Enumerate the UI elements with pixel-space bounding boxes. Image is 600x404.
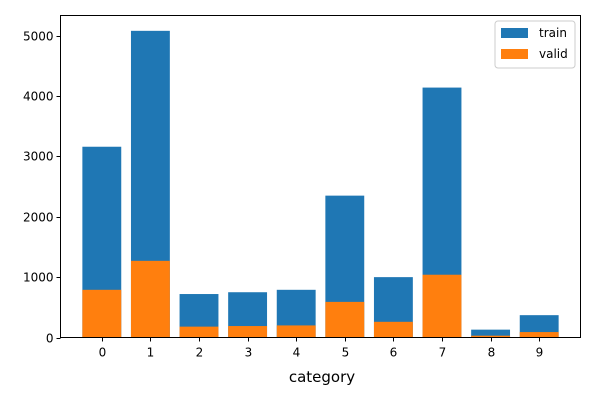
- x-tick-label: 5: [342, 346, 350, 360]
- legend-items: train valid: [501, 26, 568, 61]
- axes-layer: [60, 15, 581, 338]
- bar-valid-2: [179, 326, 219, 338]
- y-tick-label: 3000: [23, 150, 54, 164]
- y-tick-label: 4000: [23, 90, 54, 104]
- y-tick-label: 0: [46, 332, 54, 346]
- legend-label-valid: valid: [539, 47, 568, 61]
- x-tick-label: 4: [293, 346, 301, 360]
- x-axis-label: category: [289, 368, 355, 386]
- bar-valid-1: [130, 260, 170, 338]
- x-tick-label: 9: [536, 346, 544, 360]
- x-tick-label: 1: [147, 346, 155, 360]
- bar-train-9: [519, 315, 559, 338]
- legend-swatch-train: [501, 28, 528, 38]
- bars-layer: [82, 30, 559, 338]
- legend: train valid: [494, 20, 576, 69]
- legend-label-train: train: [539, 26, 567, 40]
- x-tick-label: 0: [99, 346, 107, 360]
- x-tick-label: 3: [245, 346, 253, 360]
- bar-valid-5: [325, 301, 365, 338]
- x-tick-label: 2: [196, 346, 204, 360]
- y-tick-label: 2000: [23, 211, 54, 225]
- bar-valid-8: [471, 335, 511, 338]
- x-tick-label: 7: [439, 346, 447, 360]
- bar-valid-9: [519, 332, 559, 338]
- bar-valid-4: [276, 325, 316, 338]
- y-tick-label: 1000: [23, 271, 54, 285]
- x-tick-label: 6: [390, 346, 398, 360]
- plot-frame: [60, 15, 581, 338]
- bar-valid-7: [422, 274, 462, 338]
- bar-valid-6: [373, 321, 413, 338]
- legend-swatch-valid: [501, 49, 528, 59]
- y-tick-label: 5000: [23, 30, 54, 44]
- y-axis-ticks: 0 1000 2000 3000 4000 5000: [23, 30, 61, 346]
- bar-train-8: [471, 329, 511, 338]
- bar-valid-0: [82, 289, 122, 338]
- bar-valid-3: [228, 326, 268, 338]
- x-tick-label: 8: [488, 346, 496, 360]
- x-axis-ticks: 0 1 2 3 4 5 6 7 8 9: [99, 337, 544, 360]
